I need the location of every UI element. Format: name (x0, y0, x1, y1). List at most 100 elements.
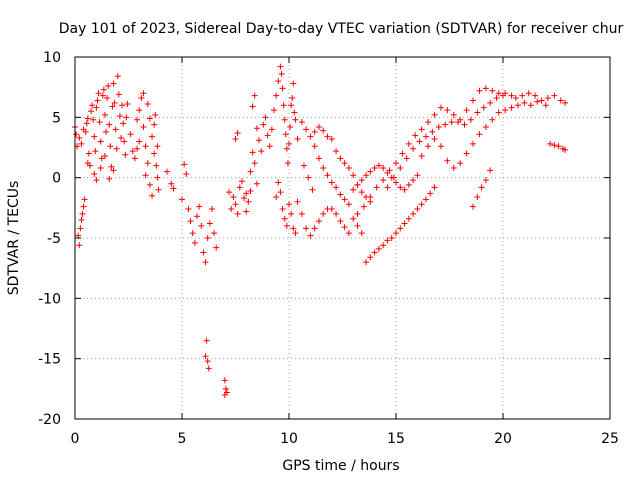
data-point (282, 131, 289, 138)
data-point (232, 201, 239, 208)
data-point (487, 167, 494, 174)
data-point (81, 196, 88, 203)
data-point (140, 90, 147, 97)
data-point (211, 230, 218, 237)
data-point (144, 101, 151, 108)
data-point (243, 208, 250, 215)
data-point (482, 85, 489, 92)
data-point (277, 189, 284, 196)
data-point (97, 165, 104, 172)
data-point (206, 220, 213, 227)
data-point (380, 242, 387, 249)
data-point (289, 95, 296, 102)
data-point (187, 218, 194, 225)
data-point (345, 201, 352, 208)
data-point (144, 160, 151, 167)
data-point (140, 123, 147, 130)
data-point (298, 119, 305, 126)
data-point (247, 187, 254, 194)
data-point (363, 259, 370, 266)
data-point (305, 174, 312, 181)
data-point (251, 92, 258, 99)
data-point (142, 172, 149, 179)
data-point (164, 168, 171, 175)
data-point (562, 99, 569, 106)
data-point (414, 206, 421, 213)
data-point (320, 127, 327, 134)
data-point (287, 123, 294, 130)
data-point (113, 145, 120, 152)
data-point (373, 184, 380, 191)
data-point (79, 210, 86, 217)
data-point (309, 186, 316, 193)
data-point (258, 148, 265, 155)
data-point (429, 128, 436, 135)
data-point (450, 165, 457, 172)
data-point (476, 87, 483, 94)
data-point (119, 102, 126, 109)
data-point (115, 91, 122, 98)
data-point (401, 220, 408, 227)
y-tick-label: -10 (38, 291, 61, 307)
data-point (320, 210, 327, 217)
data-point (94, 97, 101, 104)
y-tick-labels: -20 -15 -10 -5 0 5 10 (38, 50, 61, 428)
data-point (149, 192, 156, 199)
x-tick-label: 25 (601, 431, 619, 447)
data-point (367, 254, 374, 261)
data-point (253, 180, 260, 187)
data-point (487, 99, 494, 106)
data-point (425, 119, 432, 126)
data-point (508, 104, 515, 111)
data-point (367, 168, 374, 175)
data-point (98, 155, 105, 162)
data-point (288, 210, 295, 217)
axis-ticks (74, 56, 611, 420)
data-point (136, 138, 143, 145)
data-point (149, 133, 156, 140)
data-point (213, 244, 220, 251)
data-point (393, 179, 399, 186)
data-point (480, 104, 487, 111)
data-point (278, 70, 285, 77)
data-point (303, 126, 310, 133)
data-point (256, 137, 263, 144)
data-point (375, 245, 382, 252)
data-point (288, 102, 295, 109)
data-point (467, 116, 474, 123)
data-point (425, 143, 432, 150)
data-point (83, 120, 90, 127)
data-point (146, 181, 153, 188)
data-point (123, 114, 130, 121)
data-point (183, 171, 190, 178)
data-point (107, 143, 114, 150)
data-point (463, 150, 470, 157)
data-point (88, 108, 95, 115)
data-point (307, 133, 314, 140)
data-point (284, 160, 291, 167)
data-point (91, 171, 98, 178)
data-point (495, 90, 502, 97)
data-point (146, 115, 153, 122)
data-point (103, 128, 110, 135)
data-point (341, 196, 348, 203)
data-point (455, 119, 462, 126)
data-point (341, 224, 348, 231)
data-point (101, 111, 108, 118)
data-point (431, 136, 438, 143)
data-point (168, 180, 175, 187)
data-point (105, 82, 112, 89)
series-cluster-3h (127, 90, 162, 199)
data-point (290, 225, 297, 232)
data-point (80, 203, 87, 210)
data-point (196, 203, 203, 210)
data-point (101, 152, 108, 159)
y-tick-label: 5 (52, 110, 61, 126)
data-points (72, 63, 569, 398)
data-point (134, 116, 141, 123)
data-point (202, 353, 209, 360)
data-point (386, 167, 393, 174)
data-point (311, 225, 318, 232)
data-point (422, 196, 429, 203)
data-point (482, 177, 489, 184)
